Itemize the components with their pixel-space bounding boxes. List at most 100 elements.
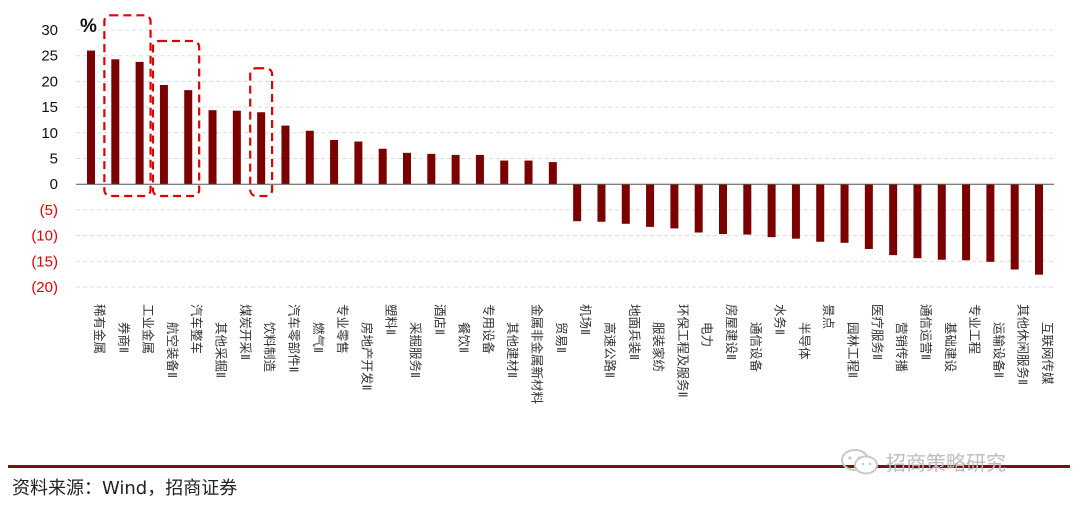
bar bbox=[475, 154, 484, 185]
bar bbox=[232, 110, 241, 185]
x-tick-label: 高速公路Ⅱ bbox=[602, 322, 617, 378]
bar bbox=[719, 184, 727, 235]
bar bbox=[208, 110, 217, 185]
bar bbox=[913, 184, 922, 259]
x-tick-label: 券商Ⅱ bbox=[116, 322, 131, 353]
x-tick-label: 景点 bbox=[821, 304, 836, 329]
bar bbox=[500, 160, 509, 185]
bar bbox=[87, 50, 95, 185]
y-tick-label: 5 bbox=[50, 151, 58, 168]
bar bbox=[791, 184, 800, 239]
y-unit-label: % bbox=[80, 16, 97, 37]
source-note: 资料来源：Wind，招商证券 bbox=[12, 478, 238, 499]
bar bbox=[257, 112, 266, 185]
x-axis: 稀有金属 券商Ⅱ 工业金属 航空装备Ⅱ 汽车整车 其他采掘Ⅱ 煤炭开采Ⅱ 饮料制造 汽车零部件Ⅱ… bbox=[76, 183, 1055, 405]
x-tick-label: 机场Ⅱ bbox=[578, 304, 593, 335]
x-tick-label: 半导体 bbox=[797, 322, 812, 360]
bar bbox=[573, 184, 582, 222]
x-tick-label: 医疗服务Ⅱ bbox=[870, 304, 885, 360]
bar bbox=[937, 184, 946, 260]
y-tick-label: (20) bbox=[31, 279, 58, 296]
x-tick-label: 工业金属 bbox=[141, 304, 156, 354]
bar bbox=[159, 84, 168, 185]
x-tick-label: 煤炭开采Ⅱ bbox=[238, 304, 253, 360]
highlight-box bbox=[103, 14, 152, 198]
x-tick-label: 贸易Ⅱ bbox=[554, 322, 569, 353]
bar bbox=[889, 184, 898, 256]
x-tick-label: 燃气Ⅱ bbox=[311, 322, 326, 353]
x-tick-label: 电力 bbox=[700, 322, 715, 347]
y-tick-label: (15) bbox=[31, 253, 58, 270]
x-tick-label: 专用设备 bbox=[481, 304, 496, 355]
bar bbox=[816, 184, 825, 242]
x-tick-label: 塑料Ⅱ bbox=[384, 304, 399, 335]
bar bbox=[694, 184, 703, 233]
y-tick-label: 10 bbox=[41, 125, 58, 142]
highlight-boxes bbox=[103, 14, 274, 198]
bar bbox=[378, 148, 387, 185]
bar bbox=[646, 184, 655, 227]
x-tick-label: 其他采掘Ⅱ bbox=[214, 322, 229, 378]
x-tick-label: 稀有金属 bbox=[92, 304, 107, 354]
y-tick-label: 30 bbox=[41, 22, 58, 39]
bar bbox=[670, 184, 679, 229]
x-tick-label: 水务Ⅱ bbox=[773, 304, 788, 335]
watermark-text: 招商策略研究 bbox=[886, 451, 1006, 475]
x-tick-label: 互联网传媒 bbox=[1040, 322, 1055, 385]
bar bbox=[1035, 184, 1043, 275]
bar bbox=[427, 153, 436, 185]
bar bbox=[305, 130, 314, 185]
bar bbox=[864, 184, 873, 249]
y-tick-label: (10) bbox=[31, 228, 58, 245]
x-tick-label: 饮料制造 bbox=[262, 322, 277, 373]
bars bbox=[87, 50, 1043, 275]
bar bbox=[1010, 184, 1019, 270]
bar bbox=[281, 125, 290, 185]
bar bbox=[330, 139, 339, 185]
gridlines bbox=[76, 29, 1054, 288]
watermark: 招商策略研究 bbox=[840, 447, 1006, 476]
x-tick-label: 房地产开发Ⅱ bbox=[359, 322, 374, 391]
x-tick-label: 汽车整车 bbox=[189, 304, 204, 354]
x-tick-label: 环保工程及服务Ⅱ bbox=[675, 304, 690, 398]
bar bbox=[986, 184, 995, 262]
x-tick-label: 餐饮Ⅱ bbox=[457, 322, 472, 353]
bar bbox=[403, 152, 411, 185]
bar bbox=[743, 184, 752, 235]
x-tick-label: 地面兵装Ⅱ bbox=[627, 304, 642, 360]
bar bbox=[451, 154, 460, 185]
y-tick-label: (5) bbox=[40, 202, 58, 219]
bar bbox=[524, 160, 533, 185]
x-tick-label: 金属非金属新材料 bbox=[530, 304, 545, 405]
x-tick-label: 汽车零部件Ⅱ bbox=[286, 304, 301, 373]
x-tick-label: 房屋建设Ⅱ bbox=[724, 304, 739, 360]
bar-chart: 30 25 20 15 10 5 0 (5) (10) (15) (20) 稀有金属 券商Ⅱ 工业金属航… bbox=[31, 14, 1055, 405]
x-tick-label: 专业工程 bbox=[967, 304, 982, 355]
bar bbox=[111, 59, 120, 185]
x-tick-label: 服装家纺 bbox=[651, 322, 666, 372]
bar bbox=[354, 141, 363, 185]
x-tick-label: 园林工程Ⅱ bbox=[846, 322, 861, 378]
x-tick-label: 航空装备Ⅱ bbox=[165, 322, 180, 378]
bar bbox=[135, 61, 144, 185]
x-tick-label: 其他休闲服务Ⅱ bbox=[1016, 304, 1031, 385]
x-tick-label: 其他建材Ⅱ bbox=[505, 322, 520, 378]
x-tick-label: 基础建设 bbox=[943, 322, 958, 373]
y-tick-label: 15 bbox=[41, 99, 58, 116]
bar bbox=[962, 184, 971, 261]
bar bbox=[767, 184, 776, 238]
x-tick-label: 专业零售 bbox=[335, 304, 350, 354]
x-tick-label: 通信设备 bbox=[748, 322, 763, 373]
wechat-icon bbox=[841, 448, 878, 474]
footer-rule bbox=[8, 465, 1070, 468]
bar bbox=[840, 184, 849, 243]
y-axis: 30 25 20 15 10 5 0 (5) (10) (15) (20) bbox=[31, 22, 58, 296]
x-tick-label: 营销传播 bbox=[894, 322, 909, 373]
highlight-box bbox=[151, 39, 201, 198]
y-tick-label: 25 bbox=[41, 48, 58, 65]
x-tick-label: 采掘服务Ⅱ bbox=[408, 322, 423, 378]
x-tick-label: 运输设备Ⅱ bbox=[991, 322, 1006, 378]
bar bbox=[621, 184, 630, 224]
x-tick-label: 酒店Ⅱ bbox=[432, 304, 447, 335]
y-tick-label: 0 bbox=[50, 176, 58, 193]
